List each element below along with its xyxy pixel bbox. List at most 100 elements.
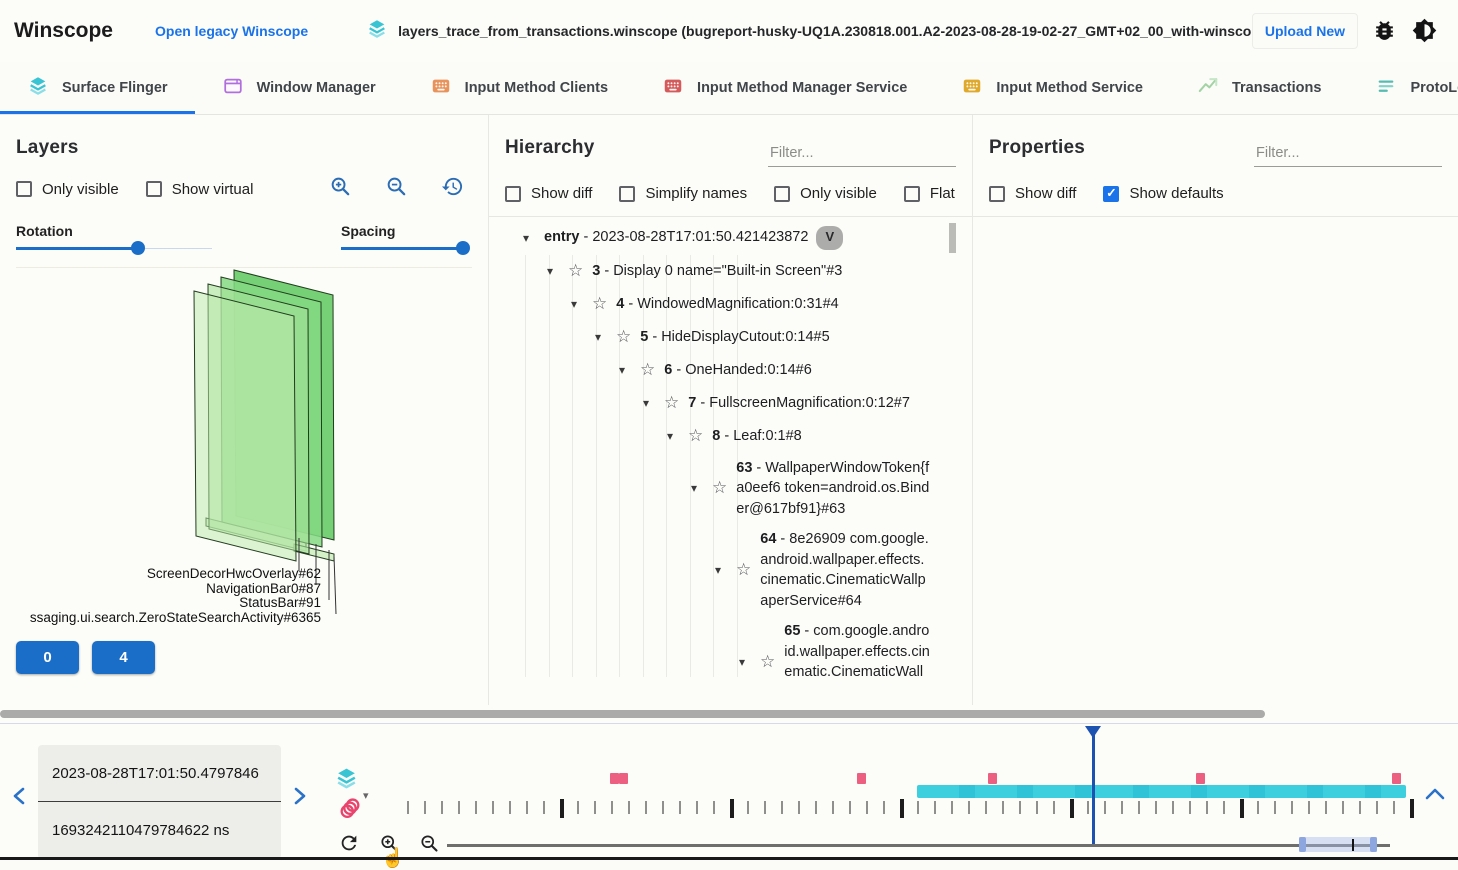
ns-timestamp-field[interactable]: 1693242110479784622 ns bbox=[38, 802, 281, 859]
expand-toggle-icon[interactable]: ▾ bbox=[738, 655, 746, 669]
rotation-slider[interactable] bbox=[16, 241, 212, 255]
layers-checkbox-only-visible[interactable]: Only visible bbox=[16, 181, 119, 198]
timeline-refresh-icon[interactable] bbox=[338, 832, 360, 859]
tree-row-7[interactable]: ▾ ☆ 7 - FullscreenMagnification:0:12#7 bbox=[505, 387, 956, 420]
surface-flinger-coverage-band[interactable] bbox=[917, 785, 1406, 798]
track-selector-caret-icon[interactable]: ▾ bbox=[363, 790, 369, 802]
checkbox-box[interactable] bbox=[774, 185, 791, 202]
tab-input-method-clients[interactable]: Input Method Clients bbox=[403, 62, 635, 114]
tree-row-65[interactable]: ▾ ☆ 65 - com.google.android.wallpaper.effe… bbox=[505, 616, 956, 677]
tree-row-63[interactable]: ▾ ☆ 63 - WallpaperWindowToken{fa0eef6 toke… bbox=[505, 453, 956, 525]
dark-mode-toggle-icon[interactable] bbox=[1412, 18, 1438, 44]
properties-checkbox-show-defaults[interactable]: ✓ Show defaults bbox=[1103, 185, 1224, 202]
open-legacy-link[interactable]: Open legacy Winscope bbox=[155, 23, 309, 39]
human-timestamp-field[interactable]: 2023-08-28T17:01:50.4797846 bbox=[38, 745, 281, 802]
layers-3d-view[interactable]: ScreenDecorHwcOverlay#62 NavigationBar0#8… bbox=[16, 267, 472, 633]
ruler-minor-tick bbox=[1172, 801, 1174, 814]
layer-index-button-0[interactable]: 0 bbox=[16, 641, 79, 674]
tab-protolog[interactable]: ProtoLog bbox=[1348, 62, 1458, 114]
tree-row-5[interactable]: ▾ ☆ 5 - HideDisplayCutout:0:14#5 bbox=[505, 321, 956, 354]
expand-toggle-icon[interactable]: ▾ bbox=[666, 429, 674, 443]
transition-marker[interactable] bbox=[1392, 773, 1401, 784]
tab-input-method-service[interactable]: Input Method Service bbox=[934, 62, 1170, 114]
kbd-amber-icon bbox=[961, 75, 983, 101]
next-entry-chevron-icon[interactable] bbox=[292, 786, 308, 806]
tree-row-8[interactable]: ▾ ☆ 8 - Leaf:0:1#8 bbox=[505, 420, 956, 453]
main-content: Layers Only visible Show virtual Rotation bbox=[0, 115, 1458, 705]
pin-star-icon[interactable]: ☆ bbox=[592, 294, 608, 313]
tree-row-4[interactable]: ▾ ☆ 4 - WindowedMagnification:0:31#4 bbox=[505, 288, 956, 321]
properties-filter-input[interactable] bbox=[1254, 139, 1442, 167]
pin-star-icon[interactable]: ☆ bbox=[712, 478, 728, 498]
expand-toggle-icon[interactable]: ▾ bbox=[522, 230, 530, 245]
pin-star-icon[interactable]: ☆ bbox=[568, 261, 584, 280]
checkbox-box[interactable] bbox=[989, 185, 1005, 202]
expand-toggle-icon[interactable]: ▾ bbox=[546, 264, 554, 278]
reset-view-icon[interactable] bbox=[441, 175, 464, 203]
checkbox-box[interactable] bbox=[16, 181, 32, 197]
report-bug-icon[interactable] bbox=[1372, 18, 1398, 44]
surface-flinger-track-icon[interactable] bbox=[334, 766, 359, 796]
tree-row-3[interactable]: ▾ ☆ 3 - Display 0 name="Built-in Screen"#3 bbox=[505, 255, 956, 288]
hierarchy-checkbox-flat[interactable]: Flat bbox=[903, 185, 955, 202]
zoom-range-left-handle[interactable] bbox=[1299, 837, 1306, 852]
hierarchy-checkbox-simplify-names[interactable]: Simplify names bbox=[619, 185, 747, 202]
zoom-out-icon[interactable] bbox=[385, 175, 408, 203]
transition-marker[interactable] bbox=[857, 773, 866, 784]
expand-toggle-icon[interactable]: ▾ bbox=[570, 297, 578, 311]
tab-label: Input Method Manager Service bbox=[697, 80, 908, 96]
pin-star-icon[interactable]: ☆ bbox=[688, 426, 704, 445]
pin-star-icon[interactable]: ☆ bbox=[736, 560, 752, 579]
timeline-zoom-in-icon[interactable] bbox=[379, 833, 400, 859]
tree-row-6[interactable]: ▾ ☆ 6 - OneHanded:0:14#6 bbox=[505, 354, 956, 387]
pin-star-icon[interactable]: ☆ bbox=[760, 652, 776, 671]
upload-new-button[interactable]: Upload New bbox=[1251, 13, 1358, 49]
hierarchy-checkbox-only-visible[interactable]: Only visible bbox=[774, 185, 877, 202]
layer-index-button-4[interactable]: 4 bbox=[92, 641, 155, 674]
content-horizontal-scrollbar[interactable] bbox=[0, 710, 1265, 718]
expand-toggle-icon[interactable]: ▾ bbox=[690, 481, 698, 496]
zoom-range-selection[interactable] bbox=[1299, 837, 1377, 852]
spacing-slider[interactable] bbox=[341, 241, 470, 255]
transition-marker[interactable] bbox=[1196, 773, 1205, 784]
transition-marker[interactable] bbox=[988, 773, 997, 784]
zoom-in-icon[interactable] bbox=[329, 175, 352, 203]
tab-surface-flinger[interactable]: Surface Flinger bbox=[0, 62, 195, 114]
timeline-cursor-line[interactable] bbox=[1092, 728, 1095, 844]
tree-row-entry[interactable]: ▾ entry - 2023-08-28T17:01:50.421423872 V bbox=[505, 221, 956, 255]
tab-label: Window Manager bbox=[256, 80, 376, 96]
indent-guide bbox=[736, 255, 738, 677]
hierarchy-scrollbar[interactable] bbox=[949, 223, 956, 253]
ruler-major-tick bbox=[900, 799, 904, 818]
tab-transactions[interactable]: Transactions bbox=[1170, 62, 1348, 114]
checkbox-box[interactable] bbox=[505, 185, 521, 202]
zoom-range-right-handle[interactable] bbox=[1370, 837, 1377, 852]
prev-entry-chevron-icon[interactable] bbox=[11, 786, 27, 806]
layers-checkbox-show-virtual[interactable]: Show virtual bbox=[145, 181, 253, 198]
ruler-minor-tick bbox=[1036, 801, 1038, 814]
tree-node-label: 64 - 8e26909 com.google.android.wallpape… bbox=[760, 531, 929, 609]
timeline-zoom-out-icon[interactable] bbox=[419, 833, 440, 859]
transitions-track-icon[interactable] bbox=[337, 795, 363, 826]
checkbox-box[interactable] bbox=[145, 181, 162, 197]
tree-row-64[interactable]: ▾ ☆ 64 - 8e26909 com.google.android.wallpa… bbox=[505, 524, 956, 616]
expand-toggle-icon[interactable]: ▾ bbox=[594, 330, 602, 344]
tab-window-manager[interactable]: Window Manager bbox=[195, 62, 403, 114]
checkbox-box[interactable] bbox=[619, 185, 636, 202]
transition-marker[interactable] bbox=[619, 773, 628, 784]
tree-node-label: 63 - WallpaperWindowToken{fa0eef6 token=… bbox=[736, 459, 930, 517]
expand-toggle-icon[interactable]: ▾ bbox=[642, 396, 650, 410]
hierarchy-filter-input[interactable] bbox=[768, 139, 956, 167]
checkbox-box[interactable] bbox=[903, 185, 920, 202]
transition-marker[interactable] bbox=[610, 773, 619, 784]
expand-toggle-icon[interactable]: ▾ bbox=[714, 563, 722, 577]
checkbox-box[interactable]: ✓ bbox=[1103, 185, 1120, 202]
pin-star-icon[interactable]: ☆ bbox=[616, 327, 632, 346]
pin-star-icon[interactable]: ☆ bbox=[640, 360, 656, 379]
collapse-timeline-chevron-icon[interactable] bbox=[1424, 786, 1446, 802]
pin-star-icon[interactable]: ☆ bbox=[664, 393, 680, 412]
tab-input-method-manager-service[interactable]: Input Method Manager Service bbox=[635, 62, 934, 114]
hierarchy-checkbox-show-diff[interactable]: Show diff bbox=[505, 185, 592, 202]
properties-checkbox-show-diff[interactable]: Show diff bbox=[989, 185, 1076, 202]
expand-toggle-icon[interactable]: ▾ bbox=[618, 363, 626, 377]
